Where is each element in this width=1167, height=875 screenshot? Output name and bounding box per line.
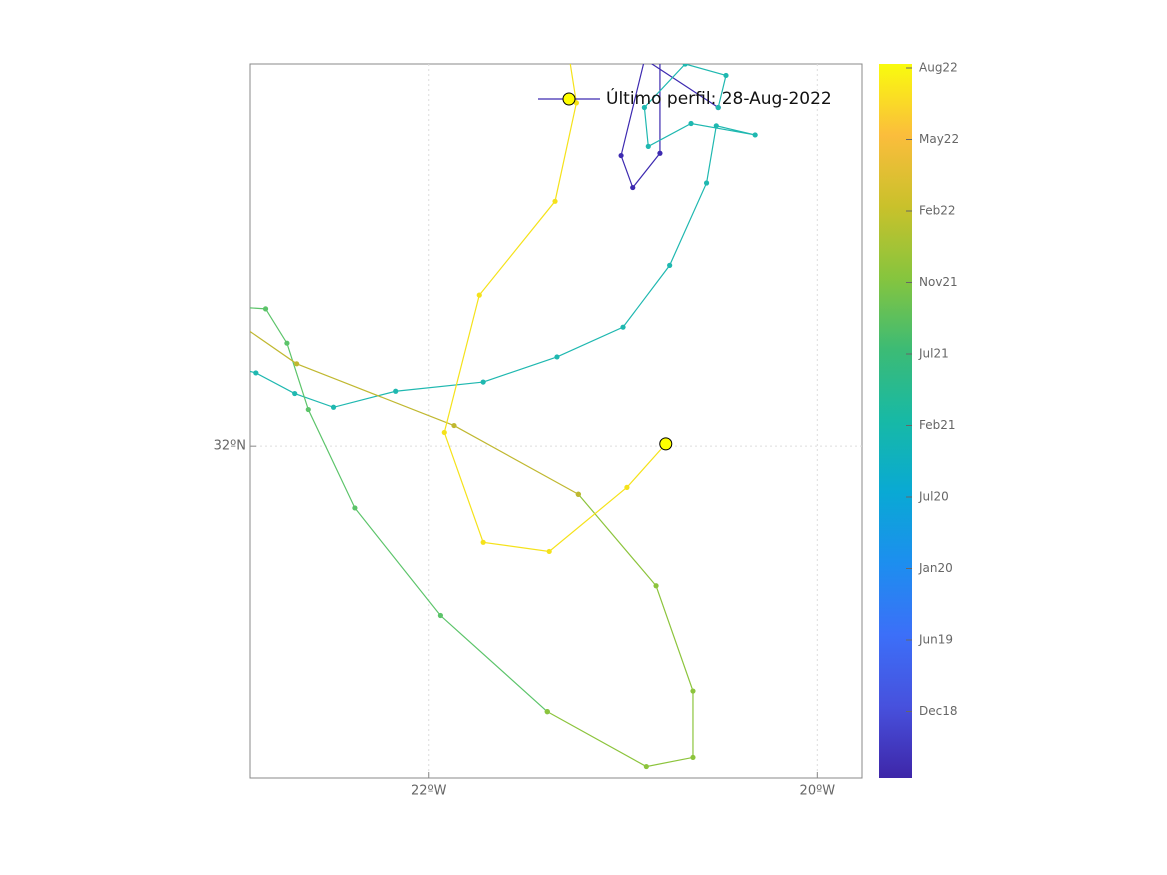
tracks: [228, 18, 758, 770]
colorbar-tick-label: Feb21: [919, 418, 956, 432]
profile-point: [480, 379, 486, 385]
profile-point: [618, 152, 624, 159]
profile-point: [262, 306, 269, 312]
profile-point: [715, 104, 721, 111]
profile-point: [641, 104, 648, 111]
profile-point: [330, 404, 337, 410]
profile-point: [552, 198, 558, 204]
profile-point: [352, 505, 358, 511]
colorbar-tick-label: Feb22: [919, 204, 956, 218]
profile-point: [752, 132, 758, 138]
track-line: [546, 493, 694, 768]
profile-point: [630, 184, 636, 191]
profile-point: [294, 361, 300, 367]
legend: Último perfil: 28-Aug-2022: [538, 87, 832, 109]
last-profile: [659, 437, 673, 451]
profile-point: [645, 143, 651, 149]
profile-point: [476, 292, 482, 298]
profile-point: [643, 763, 649, 770]
profile-point: [393, 388, 399, 394]
legend-marker: [562, 92, 576, 106]
grid: [250, 64, 862, 778]
profile-point: [620, 324, 626, 330]
colorbar: [879, 64, 912, 778]
colorbar-tick-label: Dec18: [919, 704, 958, 718]
colorbar-tick-label: Jun19: [918, 633, 953, 647]
colorbar-tick-label: May22: [919, 132, 959, 146]
profile-point: [667, 262, 673, 268]
profile-point: [305, 406, 311, 413]
profile-point: [441, 429, 447, 436]
profile-point: [597, 27, 602, 32]
colorbar-tick-label: Jan20: [918, 561, 953, 575]
profile-point: [682, 64, 688, 67]
plot-frame: [249, 63, 863, 779]
x-tick-label: 22ºW: [411, 784, 447, 799]
track-line: [250, 330, 579, 495]
legend-label: Último perfil: 28-Aug-2022: [606, 87, 832, 109]
colorbar-tick-label: Nov21: [919, 275, 958, 289]
profile-point: [703, 180, 710, 186]
profile-point: [624, 484, 630, 490]
colorbar-tick-label: Aug22: [919, 61, 958, 75]
profile-point: [688, 120, 694, 127]
profile-point: [228, 304, 233, 309]
profile-point: [713, 123, 719, 129]
profile-point: [657, 18, 662, 23]
profile-point: [544, 709, 550, 715]
profile-point: [228, 315, 233, 320]
profile-point: [284, 340, 290, 346]
profile-point: [564, 39, 569, 44]
profile-point: [554, 354, 560, 360]
profile-point: [573, 100, 580, 106]
profile-point: [723, 72, 729, 79]
profile-point: [228, 363, 233, 368]
profile-point: [480, 539, 486, 545]
colorbar-tick-label: Jul20: [918, 490, 949, 504]
profile-point: [437, 612, 443, 619]
profile-point: [653, 583, 659, 589]
profile-point: [690, 754, 696, 761]
profile-point: [575, 491, 581, 497]
profile-point: [292, 390, 298, 397]
profile-point: [451, 422, 457, 429]
x-tick-label: 20ºW: [800, 784, 836, 799]
profile-point: [690, 688, 696, 694]
track-line: [250, 64, 756, 408]
profile-point: [546, 548, 552, 555]
profile-point: [253, 370, 259, 376]
y-tick-label: 32ºN: [214, 439, 246, 454]
colorbar-ticks: Aug22 May22 Feb22 Nov21 Jul21 Feb21 Jul20 Jan20…: [906, 61, 959, 718]
profile-point: [657, 150, 663, 156]
profile-point: [652, 18, 657, 23]
colorbar-tick-label: Jul21: [918, 347, 949, 361]
